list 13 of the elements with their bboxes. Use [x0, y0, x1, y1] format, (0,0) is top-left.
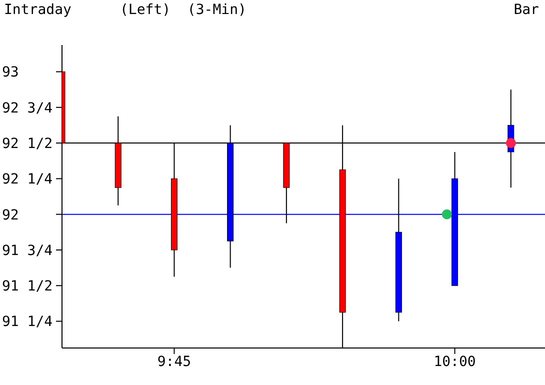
x-tick-label: 9:45 [157, 354, 192, 370]
x-tick-label: 10:00 [434, 354, 476, 370]
y-tick-label: 92 [2, 207, 19, 224]
y-tick-label: 91 1/2 [2, 278, 53, 295]
y-tick-label: 92 1/2 [2, 136, 53, 152]
text: Intraday [4, 2, 72, 18]
y-tick-label: 93 [2, 64, 19, 81]
y-tick-label: 91 3/4 [2, 242, 53, 259]
y-tick-label: 91 1/4 [2, 314, 53, 330]
y-tick-label: 92 1/4 [2, 172, 53, 188]
y-tick-label: 92 3/4 [2, 100, 53, 116]
chart-title: (Left) (3-Min) [120, 2, 246, 18]
text: Bar [514, 2, 539, 18]
